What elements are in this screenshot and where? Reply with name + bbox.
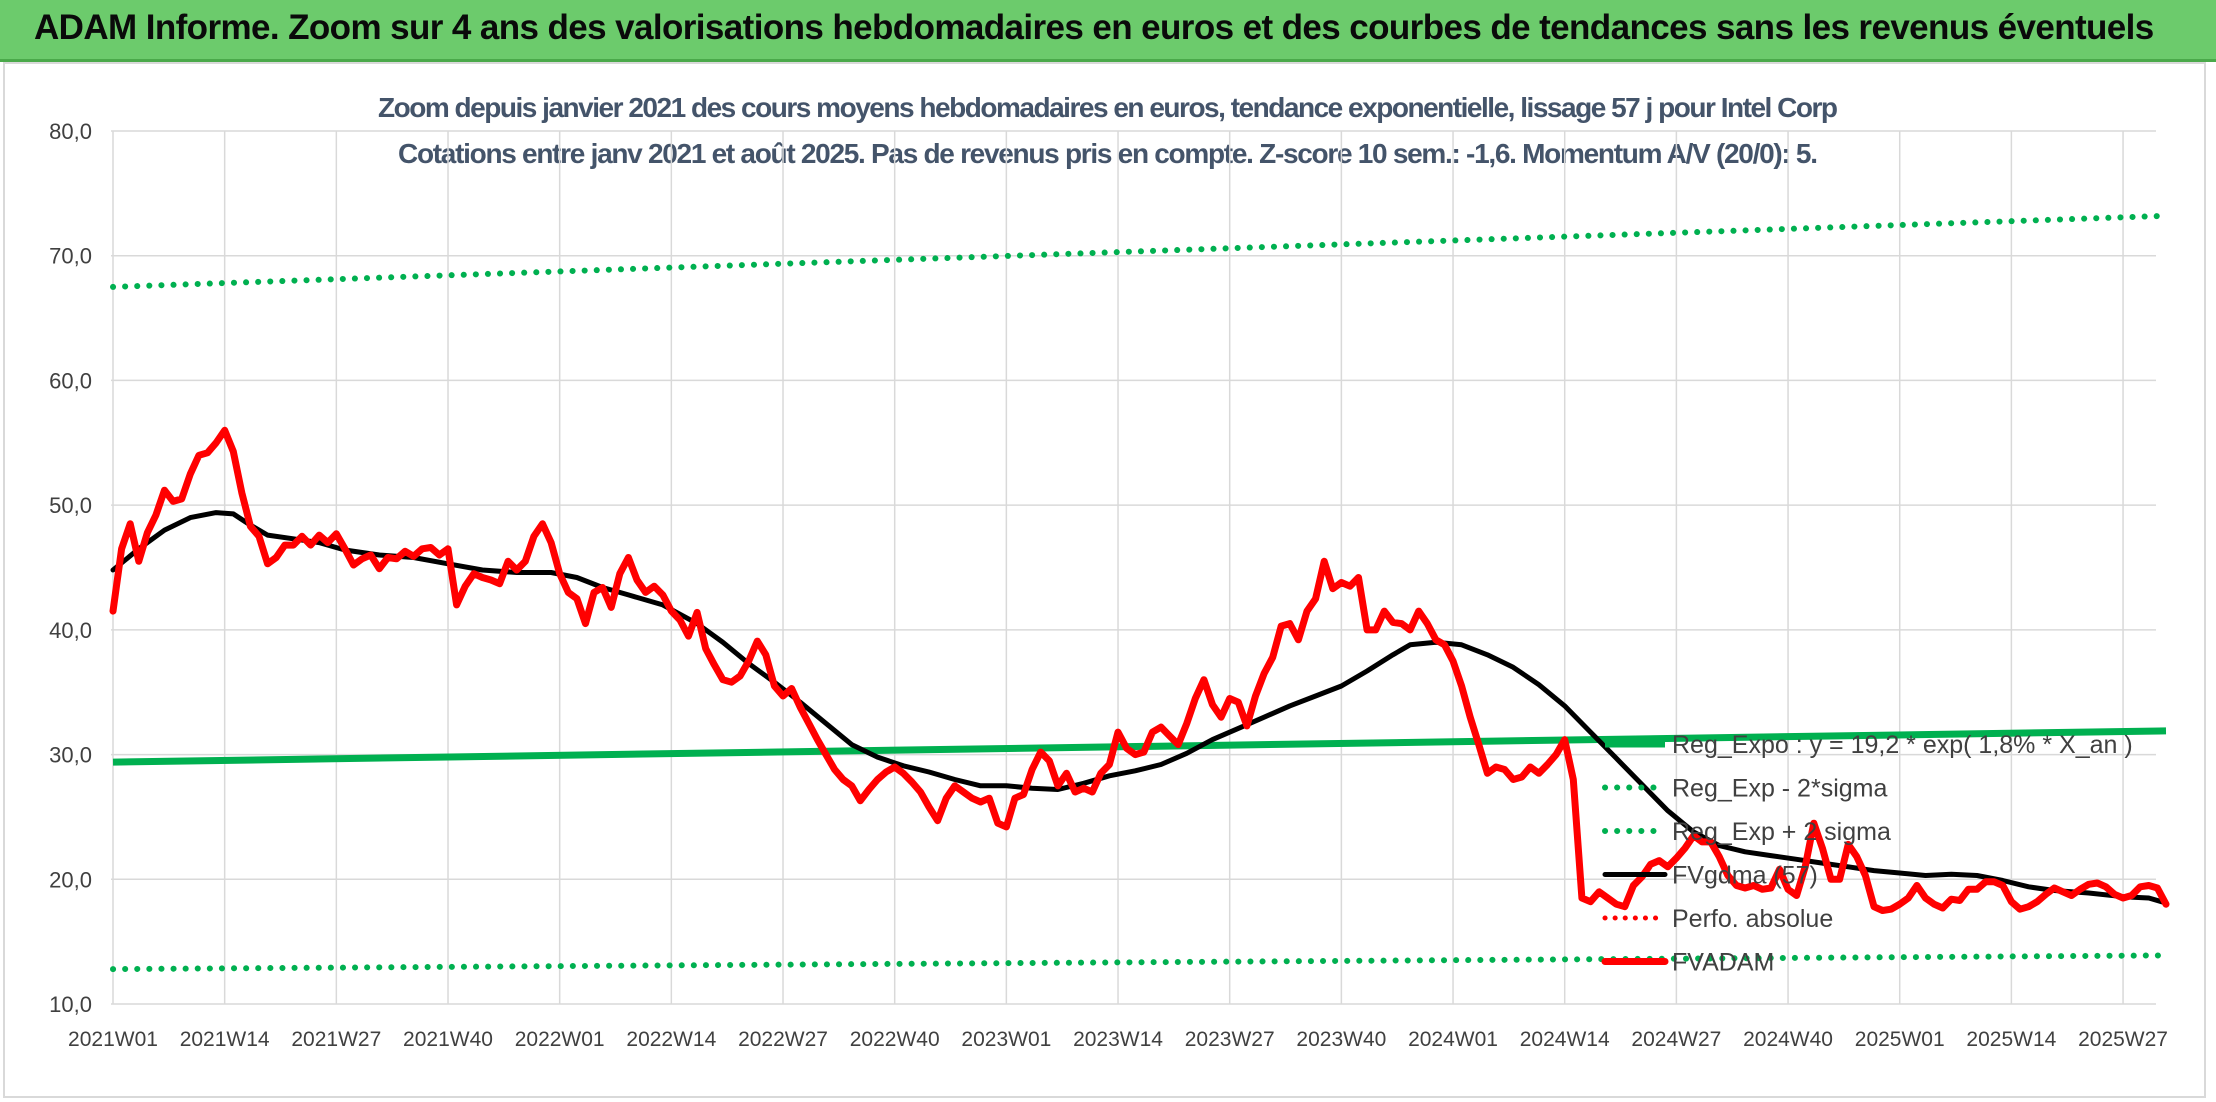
x-tick-label: 2023W40 — [1296, 1028, 1386, 1051]
trend-line — [112, 727, 2167, 766]
banner-title: ADAM Informe. Zoom sur 4 ans des valoris… — [34, 8, 2154, 47]
chart-frame — [3, 62, 2206, 1098]
x-tick-label: 2022W27 — [738, 1028, 828, 1051]
chart-title: Zoom depuis janvier 2021 des cours moyen… — [378, 92, 1838, 123]
upper-band-line — [110, 212, 2169, 290]
legend-trend-label: Reg_Expo : y = 19,2 * exp( 1,8% * X_an ) — [1672, 731, 2133, 759]
y-tick-label: 10,0 — [49, 992, 92, 1017]
x-tick-label: 2025W14 — [1966, 1028, 2056, 1051]
x-tick-label: 2021W14 — [180, 1028, 270, 1051]
x-tick-label: 2025W27 — [2078, 1028, 2168, 1051]
y-tick-label: 40,0 — [49, 618, 92, 643]
x-tick-label: 2021W01 — [68, 1028, 158, 1051]
x-tick-label: 2024W14 — [1520, 1028, 1610, 1051]
x-tick-label: 2023W27 — [1185, 1028, 1275, 1051]
legend-moving-average-label: FVgdma (57) — [1672, 862, 1818, 890]
x-tick-label: 2024W40 — [1743, 1028, 1833, 1051]
chart-subtitle: Cotations entre janv 2021 et août 2025. … — [398, 138, 1818, 169]
legend-absolute-perf-label: Perfo. absolue — [1672, 905, 1833, 933]
y-tick-label: 50,0 — [49, 493, 92, 518]
x-tick-label: 2022W14 — [626, 1028, 716, 1051]
x-tick-label: 2022W40 — [850, 1028, 940, 1051]
y-tick-label: 80,0 — [49, 119, 92, 144]
x-tick-label: 2025W01 — [1855, 1028, 1945, 1051]
price-line — [109, 426, 2170, 914]
title-banner: ADAM Informe. Zoom sur 4 ans des valoris… — [0, 0, 2216, 62]
legend-lower-band-label: Reg_Exp - 2*sigma — [1672, 775, 1887, 803]
x-tick-label: 2021W40 — [403, 1028, 493, 1051]
x-tick-label: 2022W01 — [515, 1028, 605, 1051]
x-tick-label: 2024W01 — [1408, 1028, 1498, 1051]
x-tick-label: 2024W27 — [1631, 1028, 1721, 1051]
y-tick-label: 70,0 — [49, 244, 92, 269]
y-tick-label: 60,0 — [49, 368, 92, 393]
lower-band-line — [110, 952, 2169, 973]
y-tick-label: 30,0 — [49, 743, 92, 768]
legend-price-label: FVADAM — [1672, 949, 1774, 977]
y-tick-label: 20,0 — [49, 867, 92, 892]
x-tick-label: 2023W01 — [961, 1028, 1051, 1051]
x-tick-label: 2023W14 — [1073, 1028, 1163, 1051]
legend-upper-band-label: Reg_Exp + 2 sigma — [1672, 818, 1891, 846]
x-tick-label: 2021W27 — [291, 1028, 381, 1051]
